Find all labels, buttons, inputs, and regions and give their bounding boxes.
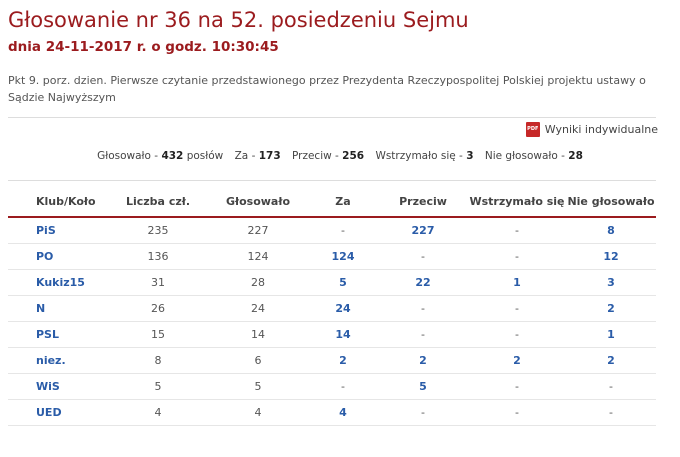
table-row: N 26 24 24- -2 (8, 295, 656, 322)
cell-abstain: - (468, 321, 566, 348)
cell-voted: 28 (208, 269, 308, 296)
cell-not-voted[interactable]: 1 (566, 321, 656, 348)
cell-not-voted: - (566, 373, 656, 400)
cell-for[interactable]: 24 (308, 295, 378, 322)
cell-voted: 5 (208, 373, 308, 400)
cell-club[interactable]: WiS (8, 373, 108, 400)
cell-for[interactable]: 4 (308, 399, 378, 426)
cell-members: 15 (108, 321, 208, 348)
cell-against[interactable]: 2 (378, 347, 468, 374)
summary-not-voted: Nie głosowało - 28 (484, 150, 583, 162)
table-row: PiS 235 227-227-8 (8, 217, 656, 244)
cell-not-voted[interactable]: 3 (566, 269, 656, 296)
table-row: Kukiz15 31 28 5 22 1 3 (8, 269, 656, 296)
column-header-club: Klub/Koło (8, 186, 108, 218)
cell-members: 26 (108, 295, 208, 322)
cell-club[interactable]: Kukiz15 (8, 269, 108, 296)
cell-voted: 227 (208, 217, 308, 244)
cell-club[interactable]: PSL (8, 321, 108, 348)
table-row: PSL 15 14 14- -1 (8, 321, 656, 348)
pdf-icon: PDF (525, 122, 540, 137)
cell-against: - (378, 243, 468, 270)
table-row: WiS 5 5-5- - (8, 373, 656, 400)
cell-members: 31 (108, 269, 208, 296)
cell-for[interactable]: 2 (308, 347, 378, 374)
vote-date: dnia 24-11-2017 r. o godz. 10:30:45 (8, 39, 279, 55)
cell-against: - (378, 295, 468, 322)
cell-for[interactable]: 5 (308, 269, 378, 296)
column-header-voted: Głosowało (208, 186, 308, 218)
cell-abstain: - (468, 295, 566, 322)
individual-results-label: Wyniki indywidualne (544, 123, 658, 136)
individual-results-link[interactable]: PDF Wyniki indywidualne (525, 122, 658, 137)
column-header-for: Za (308, 186, 378, 218)
summary-voted: Głosowało - 432 posłów (97, 150, 224, 162)
cell-against: - (378, 321, 468, 348)
cell-for[interactable]: 14 (308, 321, 378, 348)
cell-abstain: - (468, 373, 566, 400)
agenda-description: Pkt 9. porz. dzien. Pierwsze czytanie pr… (8, 74, 646, 104)
table-header-row: Klub/Koło Liczba czł. Głosowało Za Przec… (8, 186, 656, 218)
cell-club[interactable]: PiS (8, 217, 108, 244)
cell-not-voted[interactable]: 8 (566, 217, 656, 244)
cell-abstain: - (468, 243, 566, 270)
cell-members: 136 (108, 243, 208, 270)
cell-not-voted: - (566, 399, 656, 426)
cell-club[interactable]: UED (8, 399, 108, 426)
cell-abstain[interactable]: 2 (468, 347, 566, 374)
column-header-members: Liczba czł. (108, 186, 208, 218)
cell-members: 4 (108, 399, 208, 426)
cell-club[interactable]: niez. (8, 347, 108, 374)
cell-for[interactable]: 124 (308, 243, 378, 270)
vote-summary: Głosowało - 432 posłów Za - 173 Przeciw … (0, 150, 680, 162)
cell-voted: 6 (208, 347, 308, 374)
page-title: Głosowanie nr 36 na 52. posiedzeniu Sejm… (8, 8, 469, 32)
summary-abstain: Wstrzymało się - 3 (375, 150, 474, 162)
divider (8, 117, 656, 118)
summary-for: Za - 173 (234, 150, 281, 162)
cell-members: 5 (108, 373, 208, 400)
table-row: PO 136 124 124- -12 (8, 243, 656, 270)
cell-abstain[interactable]: 1 (468, 269, 566, 296)
divider (8, 180, 656, 181)
column-header-not-voted: Nie głosowało (566, 186, 656, 218)
table-row: UED 4 4 4- - - (8, 399, 656, 426)
cell-voted: 4 (208, 399, 308, 426)
cell-members: 235 (108, 217, 208, 244)
cell-for: - (308, 217, 378, 244)
cell-abstain: - (468, 217, 566, 244)
cell-voted: 24 (208, 295, 308, 322)
cell-not-voted[interactable]: 2 (566, 347, 656, 374)
table-row: niez. 8 6 2 2 2 2 (8, 347, 656, 374)
column-header-abstain: Wstrzymało się (468, 186, 566, 218)
cell-against[interactable]: 5 (378, 373, 468, 400)
column-header-against: Przeciw (378, 186, 468, 218)
cell-for: - (308, 373, 378, 400)
summary-against: Przeciw - 256 (291, 150, 365, 162)
cell-voted: 124 (208, 243, 308, 270)
cell-club[interactable]: PO (8, 243, 108, 270)
cell-voted: 14 (208, 321, 308, 348)
cell-abstain: - (468, 399, 566, 426)
cell-against[interactable]: 227 (378, 217, 468, 244)
cell-against[interactable]: 22 (378, 269, 468, 296)
results-table: Klub/Koło Liczba czł. Głosowało Za Przec… (8, 186, 656, 426)
cell-not-voted[interactable]: 12 (566, 243, 656, 270)
cell-not-voted[interactable]: 2 (566, 295, 656, 322)
cell-club[interactable]: N (8, 295, 108, 322)
cell-against: - (378, 399, 468, 426)
cell-members: 8 (108, 347, 208, 374)
